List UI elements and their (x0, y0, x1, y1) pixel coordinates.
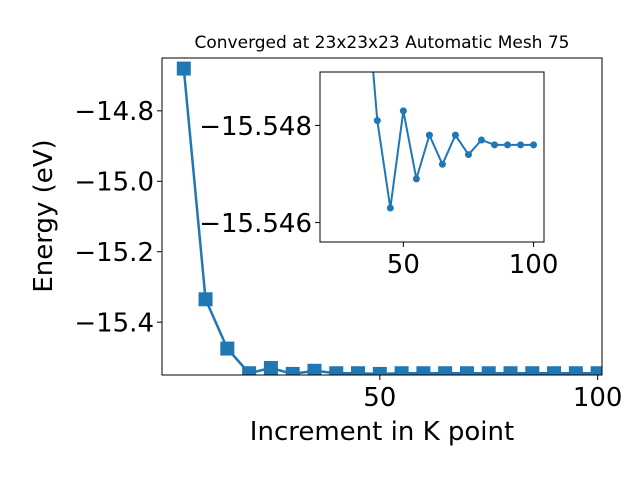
main-x-axis-label: Increment in K point (250, 417, 514, 447)
main-data-point (220, 341, 235, 356)
main-data-point (329, 366, 344, 375)
main-data-point (394, 366, 409, 375)
inset-y-tick-label: −15.546 (199, 209, 312, 239)
inset-data-point (399, 107, 407, 115)
inset-y-tick-label: −15.548 (199, 112, 312, 142)
main-data-point (503, 366, 518, 375)
inset-chart: 50 100 −15.548 −15.546 (199, 71, 559, 280)
main-data-point (351, 366, 366, 375)
main-data-point (242, 366, 257, 375)
inset-data-point (386, 204, 394, 212)
inset-data-point (464, 151, 472, 159)
main-y-tick-label: −15.0 (74, 168, 154, 198)
main-data-point (568, 366, 583, 375)
inset-x-ticks: 50 100 (387, 242, 559, 280)
inset-plot-frame (319, 71, 545, 243)
main-data-point (285, 366, 300, 375)
main-y-axis-label: Energy (eV) (29, 139, 59, 292)
inset-data-point (425, 131, 433, 139)
main-data-point (547, 366, 562, 375)
main-data-point (307, 363, 322, 375)
inset-data-point (504, 141, 512, 149)
main-y-tick-label: −14.8 (74, 97, 154, 127)
inset-data-point (451, 131, 459, 139)
inset-x-tick-label: 50 (387, 250, 420, 280)
main-x-tick-label: 50 (363, 383, 396, 413)
inset-x-tick-label: 100 (509, 250, 559, 280)
main-data-point (481, 366, 496, 375)
main-markers (176, 61, 602, 375)
main-data-point (590, 366, 602, 375)
main-y-tick-label: −15.4 (74, 309, 154, 339)
main-data-point (176, 61, 191, 76)
main-y-ticks: −14.8 −15.0 −15.2 −15.4 (74, 97, 162, 339)
inset-y-ticks: −15.548 −15.546 (199, 112, 320, 239)
main-data-point (263, 360, 278, 375)
inset-data-point (491, 141, 499, 149)
main-x-ticks: 50 100 (363, 375, 622, 413)
main-plot-frame (161, 57, 603, 376)
main-chart-title: Converged at 23x23x23 Automatic Mesh 75 (195, 33, 570, 53)
inset-data-point (517, 141, 525, 149)
main-data-point (438, 366, 453, 375)
main-y-tick-label: −15.2 (74, 238, 154, 268)
inset-data-point (412, 175, 420, 183)
inset-data-point (438, 160, 446, 168)
inset-data-point (373, 117, 381, 125)
inset-markers (373, 107, 538, 212)
main-data-point (459, 366, 474, 375)
main-x-tick-label: 100 (573, 383, 623, 413)
inset-data-point (477, 136, 485, 144)
inset-data-point (530, 141, 538, 149)
main-data-point (372, 366, 387, 375)
main-data-point (416, 366, 431, 375)
main-chart: 50 100 −14.8 −15.0 −15.2 −15.4 Converged at … (29, 33, 622, 447)
main-data-point (525, 366, 540, 375)
main-data-point (198, 292, 213, 307)
inset-background (320, 72, 544, 242)
